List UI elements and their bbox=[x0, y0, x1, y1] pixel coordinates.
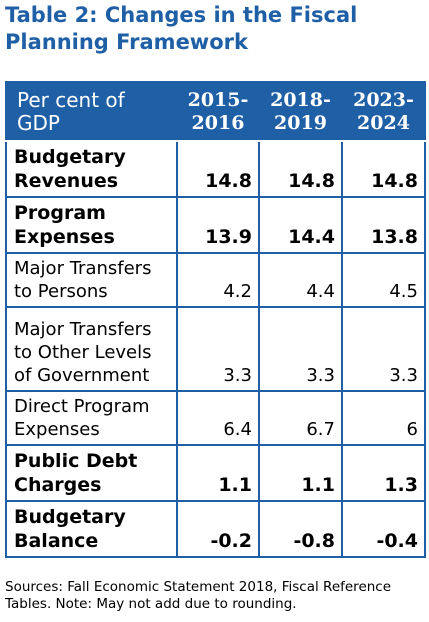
header-year-2018-2019: 2018- 2019 bbox=[258, 81, 343, 142]
header-year-2023-2024: 2023- 2024 bbox=[341, 81, 426, 142]
row-label-line: Charges bbox=[14, 474, 102, 496]
row-label-line: to Other Levels bbox=[14, 342, 152, 363]
fiscal-planning-table: Per cent of GDP 2015- 2016 2018- 2019 20… bbox=[5, 81, 426, 558]
table-row-budgetary-revenues: Budgetary Revenues 14.8 14.8 14.8 bbox=[5, 140, 426, 198]
row-label-line: of Government bbox=[14, 365, 150, 386]
header-year-line-1: 2023- bbox=[353, 88, 414, 111]
cell-value-2023-2024: 4.5 bbox=[341, 252, 426, 308]
row-label: Public Debt Charges bbox=[5, 444, 178, 502]
table-header-row: Per cent of GDP 2015- 2016 2018- 2019 20… bbox=[5, 81, 426, 142]
row-label-line: Revenues bbox=[14, 170, 119, 192]
row-label-line: to Persons bbox=[14, 281, 108, 302]
row-label: Budgetary Balance bbox=[5, 500, 178, 558]
row-label-line: Expenses bbox=[14, 419, 100, 440]
table-title-line-1: Table 2: Changes in the Fiscal bbox=[5, 3, 358, 27]
row-label: Budgetary Revenues bbox=[5, 140, 178, 198]
cell-value-2018-2019: -0.8 bbox=[258, 500, 343, 558]
header-year-line-2: 2024 bbox=[357, 111, 410, 134]
fiscal-table-container: Per cent of GDP 2015- 2016 2018- 2019 20… bbox=[5, 81, 426, 558]
footnote-line-2: Tables. Note: May not add due to roundin… bbox=[5, 596, 297, 612]
table-row-budgetary-balance: Budgetary Balance -0.2 -0.8 -0.4 bbox=[5, 500, 426, 558]
cell-value-2015-2016: -0.2 bbox=[176, 500, 260, 558]
footnote-line-1: Sources: Fall Economic Statement 2018, F… bbox=[5, 579, 392, 595]
cell-value-2018-2019: 14.4 bbox=[258, 196, 343, 254]
table-row-direct-program-expenses: Direct Program Expenses 6.4 6.7 6 bbox=[5, 390, 426, 446]
row-label: Major Transfers to Persons bbox=[5, 252, 178, 308]
cell-value-2023-2024: 1.3 bbox=[341, 444, 426, 502]
cell-value-2018-2019: 4.4 bbox=[258, 252, 343, 308]
cell-value-2023-2024: 3.3 bbox=[341, 306, 426, 392]
row-label-line: Expenses bbox=[14, 226, 115, 248]
cell-value-2023-2024: -0.4 bbox=[341, 500, 426, 558]
header-label-cell: Per cent of GDP bbox=[5, 81, 178, 142]
row-label-line: Program bbox=[14, 202, 106, 224]
header-year-line-1: 2015- bbox=[187, 88, 249, 111]
header-label-line-1: Per cent of bbox=[17, 87, 125, 112]
cell-value-2023-2024: 13.8 bbox=[341, 196, 426, 254]
table-title: Table 2: Changes in the Fiscal Planning … bbox=[5, 2, 425, 56]
table-row-public-debt-charges: Public Debt Charges 1.1 1.1 1.3 bbox=[5, 444, 426, 502]
row-label-line: Public Debt bbox=[14, 450, 138, 472]
header-year-line-1: 2018- bbox=[270, 88, 331, 111]
row-label: Direct Program Expenses bbox=[5, 390, 178, 446]
cell-value-2018-2019: 14.8 bbox=[258, 140, 343, 198]
table-row-major-transfers-to-other-levels: Major Transfers to Other Levels of Gover… bbox=[5, 306, 426, 392]
table-title-line-2: Planning Framework bbox=[5, 30, 248, 54]
cell-value-2015-2016: 13.9 bbox=[176, 196, 260, 254]
cell-value-2018-2019: 3.3 bbox=[258, 306, 343, 392]
row-label-line: Budgetary bbox=[14, 506, 126, 528]
header-year-line-2: 2016 bbox=[191, 111, 245, 134]
cell-value-2015-2016: 14.8 bbox=[176, 140, 260, 198]
header-year-line-2: 2019 bbox=[274, 111, 327, 134]
row-label-line: Budgetary bbox=[14, 146, 126, 168]
cell-value-2023-2024: 6 bbox=[341, 390, 426, 446]
cell-value-2023-2024: 14.8 bbox=[341, 140, 426, 198]
row-label-line: Balance bbox=[14, 530, 99, 552]
cell-value-2015-2016: 1.1 bbox=[176, 444, 260, 502]
cell-value-2015-2016: 4.2 bbox=[176, 252, 260, 308]
cell-value-2015-2016: 6.4 bbox=[176, 390, 260, 446]
header-year-2015-2016: 2015- 2016 bbox=[176, 81, 260, 142]
table-row-program-expenses: Program Expenses 13.9 14.4 13.8 bbox=[5, 196, 426, 254]
sources-footnote: Sources: Fall Economic Statement 2018, F… bbox=[5, 579, 425, 613]
row-label-line: Major Transfers bbox=[14, 258, 152, 279]
cell-value-2015-2016: 3.3 bbox=[176, 306, 260, 392]
cell-value-2018-2019: 1.1 bbox=[258, 444, 343, 502]
row-label: Major Transfers to Other Levels of Gover… bbox=[5, 306, 178, 392]
row-label-line: Major Transfers bbox=[14, 319, 152, 340]
row-label-line: Direct Program bbox=[14, 396, 150, 417]
row-label: Program Expenses bbox=[5, 196, 178, 254]
cell-value-2018-2019: 6.7 bbox=[258, 390, 343, 446]
header-label-line-2: GDP bbox=[17, 110, 60, 135]
table-row-major-transfers-to-persons: Major Transfers to Persons 4.2 4.4 4.5 bbox=[5, 252, 426, 308]
